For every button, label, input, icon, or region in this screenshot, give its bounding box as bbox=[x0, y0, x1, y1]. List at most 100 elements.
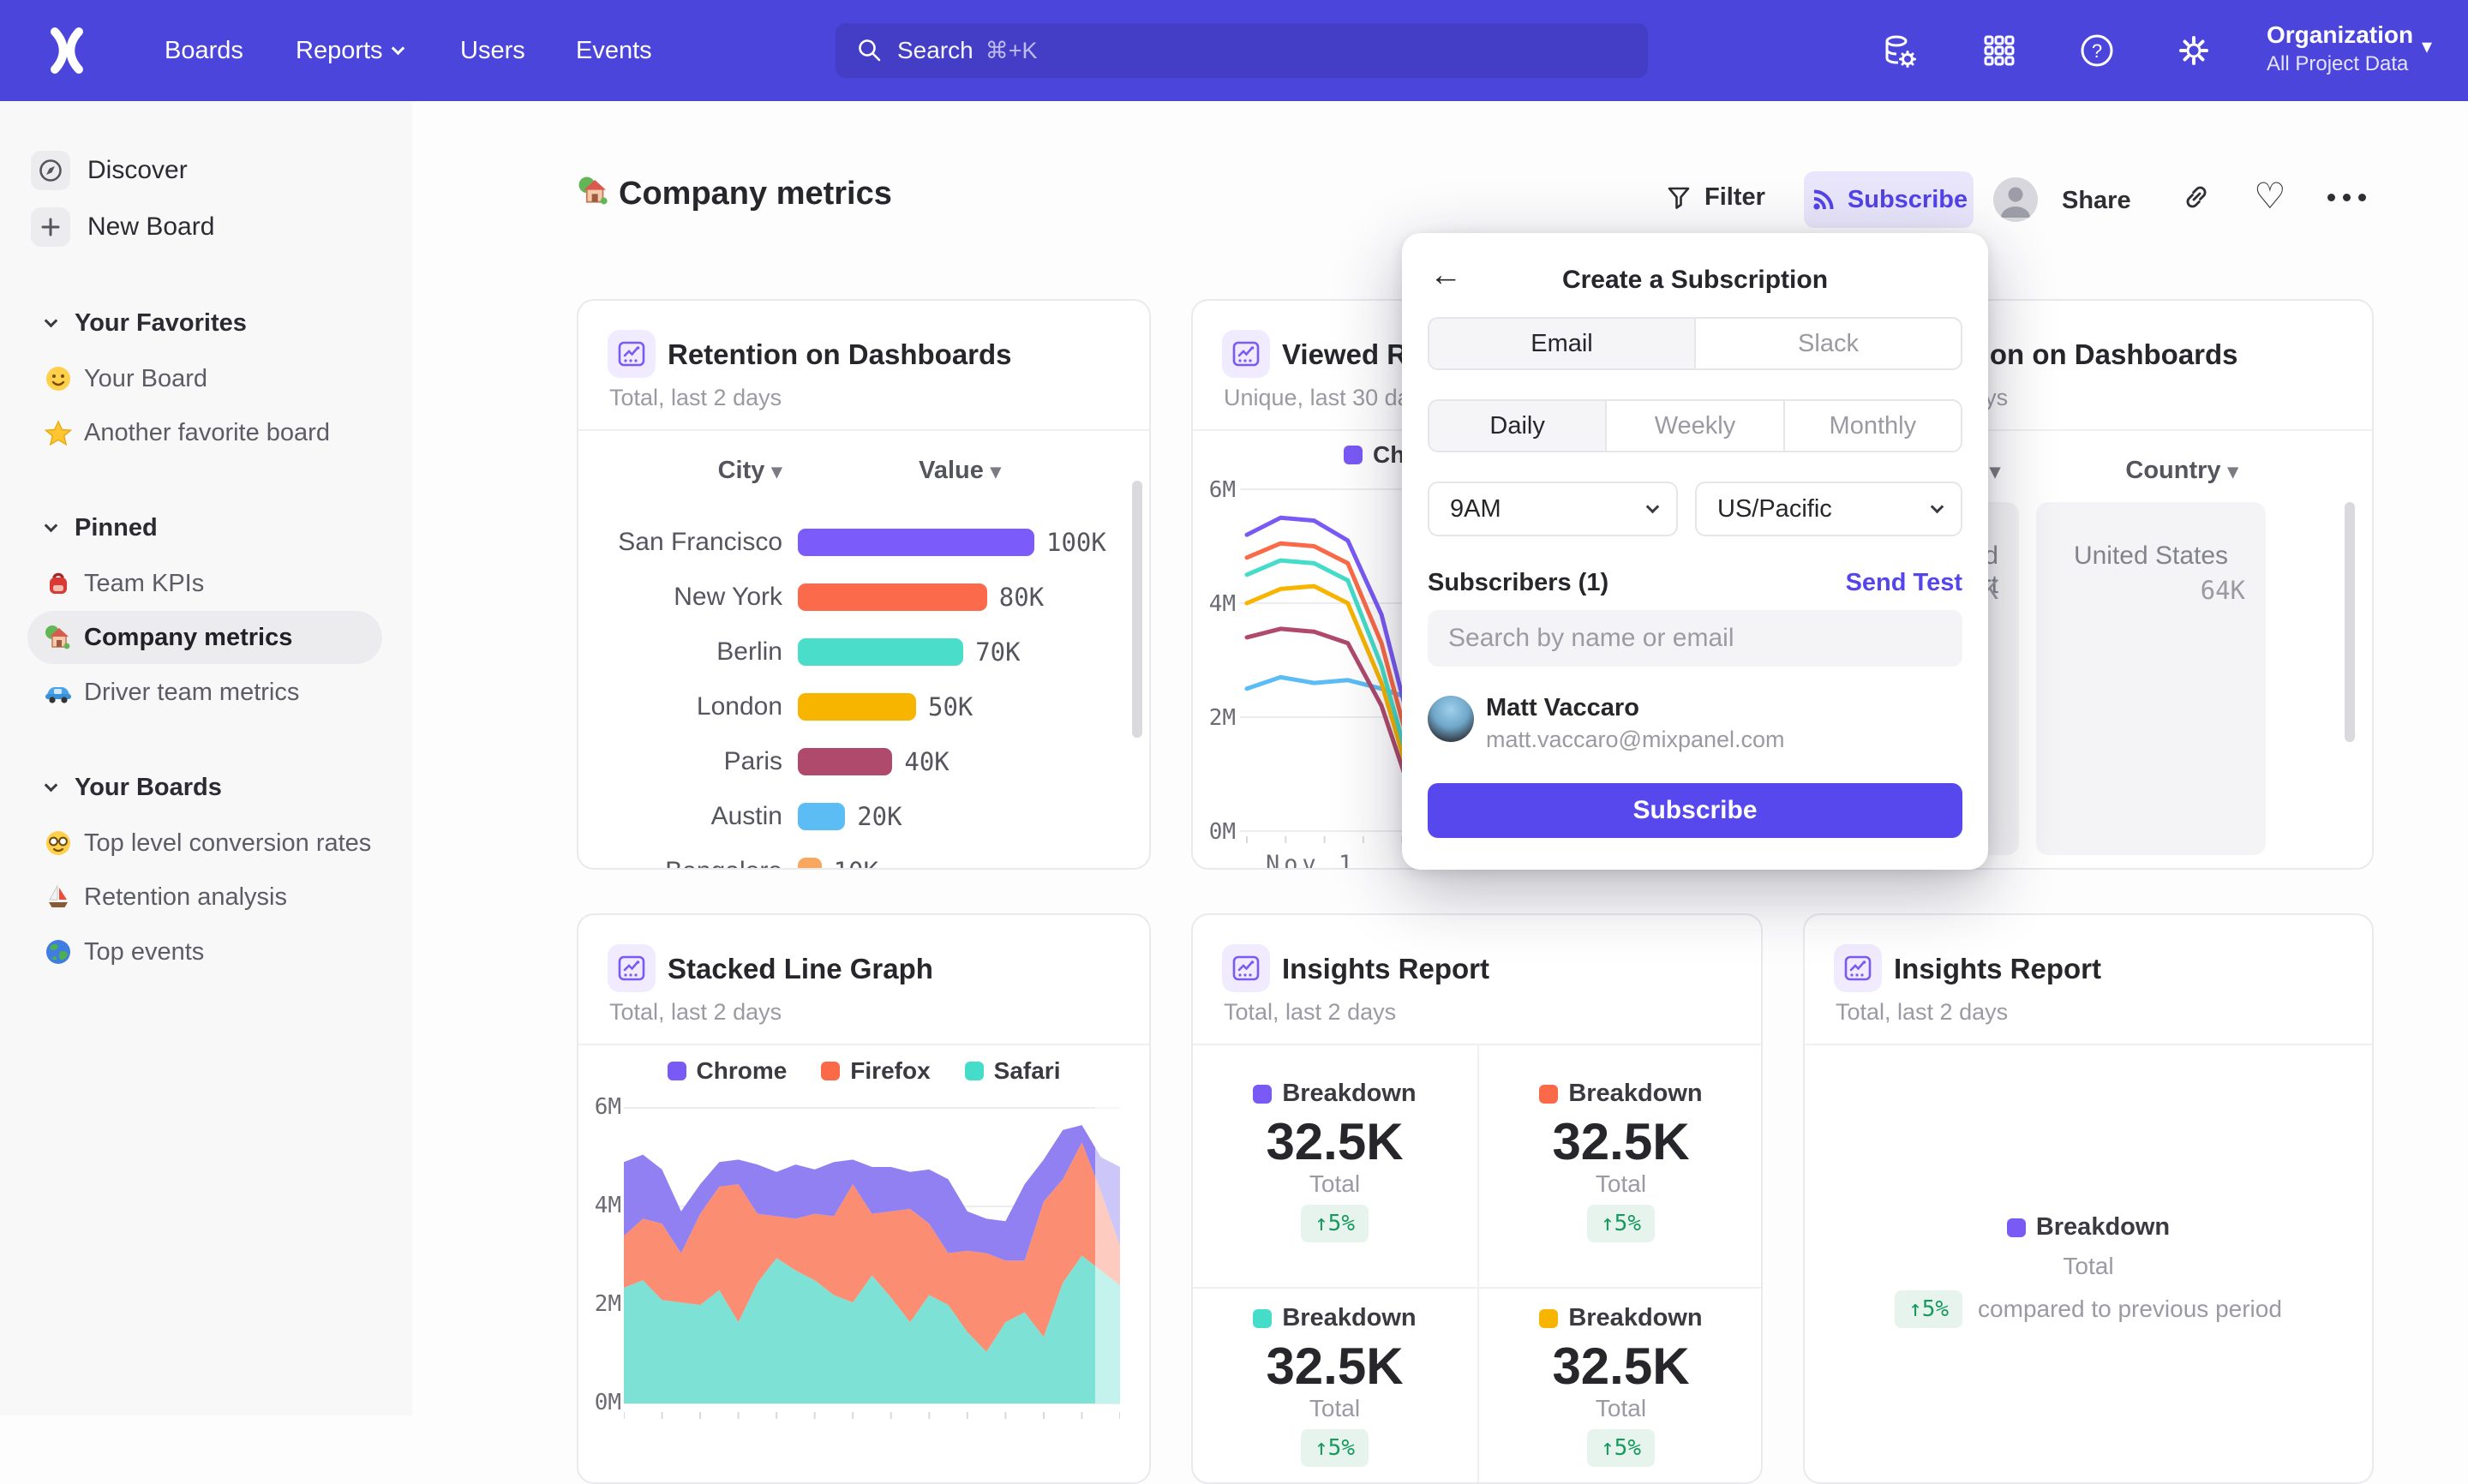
sidebar-item-top-events[interactable]: Top events bbox=[0, 927, 412, 977]
org-switcher[interactable]: Organization All Project Data bbox=[2267, 19, 2413, 77]
column-header-country[interactable]: Country ▾ bbox=[2125, 457, 2238, 484]
table-row-berlin[interactable]: Berlin 70K bbox=[716, 637, 1021, 667]
card-title[interactable]: Stacked Line Graph bbox=[668, 953, 933, 984]
metric-label: Breakdown bbox=[1282, 1080, 1417, 1107]
channel-tab-email[interactable]: Email bbox=[1429, 319, 1696, 368]
y-tick: 4M bbox=[594, 1193, 621, 1218]
sidebar-item-your-board[interactable]: Your Board bbox=[0, 354, 412, 404]
metric-tile-4[interactable]: Breakdown 32.5K Total ↑5% bbox=[1479, 1289, 1761, 1482]
legend-swatch bbox=[1539, 1084, 1559, 1104]
sidebar-item-another-favorite-board[interactable]: Another favorite board bbox=[0, 409, 412, 458]
subscriber-search-input[interactable]: Search by name or email bbox=[1428, 610, 1962, 667]
metric-legend: Breakdown bbox=[1805, 1213, 2372, 1242]
card-title[interactable]: Insights Report bbox=[1894, 953, 2102, 984]
card-subtitle: Unique, last 30 days bbox=[1224, 385, 1434, 410]
plus-icon bbox=[31, 207, 70, 247]
metric-tile-2[interactable]: Breakdown 32.5K Total ↑5% bbox=[1479, 1045, 1761, 1287]
card-subtitle: Total, last 2 days bbox=[1836, 999, 2009, 1025]
nav-link-reports[interactable]: Reports bbox=[296, 0, 404, 101]
search-placeholder: Search bbox=[897, 37, 973, 63]
card-scrollbar[interactable] bbox=[2345, 502, 2355, 742]
sidebar-item-top-level-conversion-rates[interactable]: Top level conversion rates bbox=[0, 818, 412, 868]
nav-link-events[interactable]: Events bbox=[576, 37, 652, 64]
time-value: 9AM bbox=[1450, 494, 1501, 523]
card-scrollbar[interactable] bbox=[1132, 481, 1142, 738]
frequency-tab-weekly[interactable]: Weekly bbox=[1607, 401, 1785, 451]
table-row-new-york[interactable]: New York 80K bbox=[674, 583, 1045, 612]
more-options-button[interactable] bbox=[2327, 194, 2366, 201]
mixpanel-logo-icon[interactable] bbox=[47, 27, 87, 74]
nav-link-users[interactable]: Users bbox=[460, 37, 525, 64]
timezone-select[interactable]: US/Pacific bbox=[1695, 482, 1962, 536]
sidebar-item-retention-analysis[interactable]: Retention analysis bbox=[0, 873, 412, 923]
metric-label: Breakdown bbox=[1568, 1080, 1703, 1107]
y-tick: 0M bbox=[1208, 819, 1236, 845]
channel-tab-slack[interactable]: Slack bbox=[1798, 329, 1859, 357]
column-header-city[interactable]: City ▾ bbox=[717, 457, 782, 484]
subscriber-search-placeholder: Search by name or email bbox=[1448, 624, 1734, 652]
favorite-heart-icon[interactable]: ♡ bbox=[2254, 176, 2286, 216]
report-chart-icon bbox=[608, 944, 656, 992]
sidebar-item-new-board[interactable]: New Board bbox=[0, 203, 412, 251]
subscribe-button[interactable]: Subscribe bbox=[1804, 171, 1974, 228]
card-subtitle: Total, last 2 days bbox=[1224, 999, 1397, 1025]
filter-button[interactable]: Filter bbox=[1665, 183, 1765, 212]
metric-tile-1[interactable]: Breakdown 32.5K Total ↑5% bbox=[1193, 1045, 1477, 1287]
modal-subscribe-button[interactable]: Subscribe bbox=[1428, 783, 1962, 838]
table-row-paris[interactable]: Paris 40K bbox=[723, 747, 949, 776]
sidebar-item-company-metrics[interactable]: Company metrics bbox=[0, 610, 412, 664]
legend-item-safari[interactable]: Safari bbox=[964, 1057, 1060, 1085]
stacked-area-chart[interactable] bbox=[624, 1086, 1120, 1429]
sidebar-item-driver-team-metrics[interactable]: Driver team metrics bbox=[0, 667, 412, 717]
board-emoji-icon bbox=[576, 174, 612, 214]
backpack-icon bbox=[41, 569, 75, 598]
sidebar-item-discover[interactable]: Discover bbox=[0, 147, 412, 194]
frequency-tabs: Daily Weekly Monthly bbox=[1428, 399, 1962, 452]
back-arrow-icon[interactable]: ← bbox=[1429, 257, 1462, 293]
column-header-value[interactable]: Value ▾ bbox=[919, 457, 1001, 484]
send-test-link[interactable]: Send Test bbox=[1845, 569, 1962, 596]
metric-sub: Total bbox=[1595, 1395, 1647, 1421]
legend-swatch bbox=[1539, 1308, 1559, 1328]
report-chart-icon bbox=[608, 330, 656, 378]
apps-grid-icon[interactable] bbox=[1980, 32, 2018, 69]
metric-tile-3[interactable]: Breakdown 32.5K Total ↑5% bbox=[1193, 1289, 1477, 1482]
value-label: 10K bbox=[834, 857, 878, 868]
table-cell-country[interactable]: United States 64K bbox=[2036, 502, 2266, 855]
card-title[interactable]: Insights Report bbox=[1282, 953, 1490, 984]
table-row-bangalore[interactable]: Bangalore10K bbox=[578, 844, 1127, 868]
data-management-icon[interactable] bbox=[1880, 32, 1918, 69]
legend-item-chrome[interactable]: Chrome bbox=[667, 1057, 787, 1085]
org-project: All Project Data bbox=[2267, 52, 2409, 75]
frequency-tab-monthly[interactable]: Monthly bbox=[1829, 411, 1917, 440]
sidebar-section-your-favorites[interactable]: Your Favorites bbox=[0, 299, 412, 347]
table-row-london[interactable]: London 50K bbox=[696, 692, 973, 721]
sidebar-item-team-kpis[interactable]: Team KPIs bbox=[0, 559, 412, 608]
table-row-san-francisco[interactable]: San Francisco 100K bbox=[618, 528, 1106, 557]
sidebar-section-pinned[interactable]: Pinned bbox=[0, 504, 412, 552]
search-input[interactable]: Search ⌘+K bbox=[836, 23, 1648, 78]
frequency-tab-daily[interactable]: Daily bbox=[1429, 401, 1608, 451]
card-title[interactable]: Retention on Dashboards bbox=[668, 338, 1012, 370]
y-tick: 2M bbox=[1208, 705, 1236, 731]
value-label: 100K bbox=[1046, 528, 1106, 557]
org-name: Organization bbox=[2267, 21, 2414, 48]
value-label: 50K bbox=[928, 692, 973, 721]
top-navbar: Boards Reports Users Events Search ⌘+K bbox=[0, 0, 2468, 101]
table-row-austin[interactable]: Austin 20K bbox=[710, 802, 902, 831]
value-label: 70K bbox=[975, 637, 1021, 667]
time-select[interactable]: 9AM bbox=[1428, 482, 1678, 536]
sidebar-section-your-boards[interactable]: Your Boards bbox=[0, 763, 412, 811]
bar-table: San Francisco 100K New York 80K Berlin 70K Lon… bbox=[578, 498, 1127, 868]
share-button[interactable]: Share bbox=[2062, 187, 2131, 214]
metric-sub: Total bbox=[1309, 1170, 1361, 1197]
nav-link-boards[interactable]: Boards bbox=[165, 37, 243, 64]
help-icon[interactable]: ? bbox=[2078, 32, 2116, 69]
modal-subscribe-label: Subscribe bbox=[1632, 796, 1758, 824]
chevron-down-icon bbox=[44, 778, 58, 792]
legend-item-firefox[interactable]: Firefox bbox=[821, 1057, 931, 1085]
settings-gear-icon[interactable] bbox=[2175, 32, 2213, 69]
rss-subscribe-icon bbox=[1813, 189, 1834, 210]
collaborator-avatar[interactable] bbox=[1993, 177, 2038, 222]
copy-link-icon[interactable] bbox=[2181, 182, 2212, 212]
